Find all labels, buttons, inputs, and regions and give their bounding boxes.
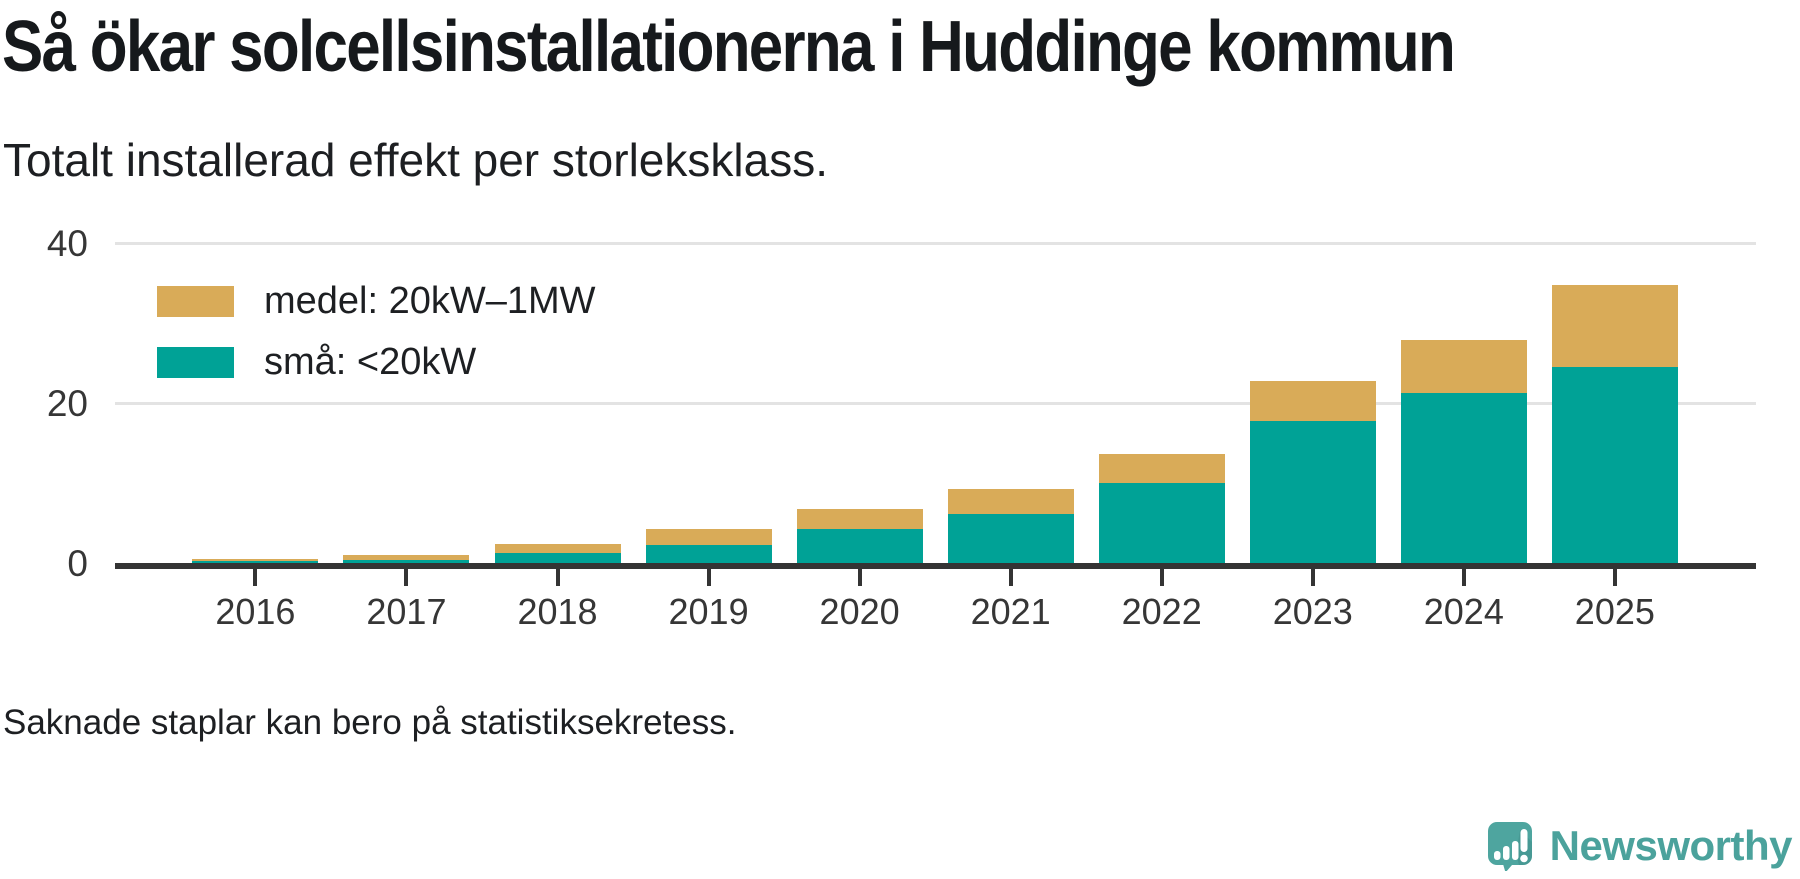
y-tick-label-20: 20 [46,383,88,424]
x-tick-2016 [253,569,258,586]
x-tick-label-2020: 2020 [819,591,900,632]
x-tick-label-2024: 2024 [1423,591,1504,632]
x-tick-2021 [1008,569,1013,586]
bar-segment-2022-små [1098,483,1225,563]
gridline-20 [115,402,1756,405]
x-tick-2020 [857,569,862,586]
bar-segment-2021-medel [947,488,1074,515]
bar-segment-2018-medel [494,543,621,554]
legend-swatch-0 [157,286,234,317]
bar-segment-2020-medel [796,508,923,529]
bar-segment-2018-små [494,553,621,563]
x-tick-2017 [404,569,409,586]
bar-segment-2019-små [645,544,772,563]
x-tick-label-2025: 2025 [1574,591,1655,632]
x-tick-label-2018: 2018 [517,591,598,632]
bar-segment-2017-små [343,559,470,563]
legend-label-1: små: <20kW [264,341,477,383]
legend-item-1: små: <20kW [157,341,596,383]
x-tick-2024 [1461,569,1466,586]
footnote: Saknade staplar kan bero på statistiksek… [3,703,737,742]
x-tick-label-2023: 2023 [1272,591,1353,632]
bar-segment-2025-små [1551,367,1678,563]
bar-segment-2016-medel [192,559,319,562]
newsworthy-logo: Newsworthy [1487,821,1793,871]
x-tick-label-2016: 2016 [215,591,296,632]
newsworthy-logo-icon [1487,822,1532,871]
x-tick-label-2017: 2017 [366,591,447,632]
chart-legend: medel: 20kW–1MW små: <20kW [157,280,596,408]
bar-segment-2025-medel [1551,284,1678,367]
bar-segment-2024-små [1400,393,1527,563]
x-tick-label-2021: 2021 [970,591,1051,632]
y-tick-label-0: 0 [67,543,88,584]
page-title: Så ökar solcellsinstallationerna i Huddi… [2,7,1456,87]
bar-segment-2022-medel [1098,454,1225,483]
bar-segment-2023-små [1249,421,1376,563]
bar-segment-2021-små [947,514,1074,563]
bar-segment-2017-medel [343,555,470,560]
x-tick-2018 [555,569,560,586]
bar-segment-2020-små [796,528,923,563]
bar-segment-2019-medel [645,529,772,545]
chart-subtitle: Totalt installerad effekt per storlekskl… [3,134,828,186]
legend-item-0: medel: 20kW–1MW [157,280,596,322]
newsworthy-logo-text: Newsworthy [1549,822,1793,869]
bar-segment-2024-medel [1400,339,1527,394]
legend-swatch-1 [157,347,234,378]
legend-label-0: medel: 20kW–1MW [264,280,596,322]
x-axis-line [115,563,1756,569]
y-tick-label-40: 40 [46,223,88,264]
gridline-40 [115,242,1756,245]
x-tick-2025 [1612,569,1617,586]
x-tick-label-2019: 2019 [668,591,749,632]
x-tick-2019 [706,569,711,586]
bar-segment-2023-medel [1249,381,1376,422]
x-tick-2023 [1310,569,1315,586]
bar-segment-2016-små [192,561,319,563]
x-tick-2022 [1159,569,1164,586]
x-tick-label-2022: 2022 [1121,591,1202,632]
